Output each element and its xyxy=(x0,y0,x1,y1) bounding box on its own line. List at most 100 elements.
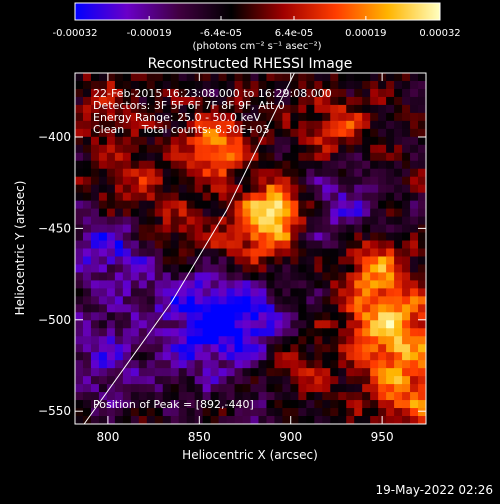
heatmap-cell xyxy=(282,408,291,417)
heatmap-cell xyxy=(218,232,228,242)
heatmap-cell xyxy=(418,320,426,329)
heatmap-cell xyxy=(322,88,331,98)
heatmap-cell xyxy=(202,360,212,369)
heatmap-cell xyxy=(258,408,268,417)
heatmap-cell xyxy=(210,408,220,417)
heatmap-cell xyxy=(346,304,355,313)
heatmap-cell xyxy=(298,272,307,282)
heatmap-cell xyxy=(202,400,212,409)
heatmap-cell xyxy=(218,176,228,186)
heatmap-cell xyxy=(362,200,371,210)
heatmap-cell xyxy=(362,232,371,242)
heatmap-cell xyxy=(306,224,315,234)
heatmap-cell xyxy=(394,104,403,114)
heatmap-cell xyxy=(354,408,363,417)
heatmap-cell xyxy=(170,400,180,409)
heatmap-cell xyxy=(386,408,395,417)
heatmap-cell xyxy=(386,360,395,369)
heatmap-cell xyxy=(202,216,212,226)
heatmap-cell xyxy=(218,368,228,377)
heatmap-cell xyxy=(258,144,268,154)
heatmap-cell xyxy=(146,104,156,114)
heatmap-cell xyxy=(338,416,347,424)
heatmap-cell xyxy=(82,312,92,321)
heatmap-cell xyxy=(122,88,132,98)
heatmap-cell xyxy=(242,232,252,242)
heatmap-cell xyxy=(314,416,323,424)
heatmap-cell xyxy=(146,128,156,138)
y-tick-label: −450 xyxy=(38,221,71,235)
heatmap-cell xyxy=(394,73,403,82)
heatmap-cell xyxy=(266,192,276,202)
heatmap-cell xyxy=(178,136,188,146)
heatmap-cell xyxy=(418,120,426,130)
heatmap-cell xyxy=(362,272,371,282)
heatmap-cell xyxy=(242,80,252,90)
heatmap-cell xyxy=(75,304,84,313)
heatmap-cell xyxy=(122,344,132,353)
heatmap-cell xyxy=(298,344,307,353)
heatmap-cell xyxy=(418,376,426,385)
heatmap-cell xyxy=(194,240,204,250)
heatmap-cell xyxy=(354,152,363,162)
heatmap-cell xyxy=(378,168,387,178)
heatmap-cell xyxy=(82,208,92,218)
heatmap-cell xyxy=(346,416,355,424)
heatmap-cell xyxy=(370,120,379,130)
heatmap-cell xyxy=(130,88,140,98)
heatmap-cell xyxy=(282,312,291,321)
heatmap-cell xyxy=(122,304,132,313)
heatmap-cell xyxy=(402,376,411,385)
heatmap-cell xyxy=(410,296,419,305)
heatmap-cell xyxy=(258,208,268,218)
heatmap-cell xyxy=(386,168,395,178)
heatmap-cell xyxy=(306,408,315,417)
heatmap-cell xyxy=(170,320,180,329)
heatmap-cell xyxy=(306,240,315,250)
heatmap-cell xyxy=(298,88,307,98)
heatmap-cell xyxy=(178,368,188,377)
heatmap-cell xyxy=(250,368,260,377)
heatmap-cell xyxy=(314,120,323,130)
heatmap-cell xyxy=(330,408,339,417)
heatmap-cell xyxy=(290,384,299,393)
heatmap-cell xyxy=(250,360,260,369)
heatmap-cell xyxy=(106,400,116,409)
heatmap-cell xyxy=(130,152,140,162)
heatmap-cell xyxy=(338,240,347,250)
heatmap-cell xyxy=(330,168,339,178)
heatmap-cell xyxy=(146,192,156,202)
heatmap-cell xyxy=(378,112,387,122)
heatmap-cell xyxy=(282,344,291,353)
heatmap-cell xyxy=(146,296,156,305)
heatmap-cell xyxy=(378,272,387,282)
heatmap-cell xyxy=(82,152,92,162)
heatmap-cell xyxy=(202,73,212,82)
heatmap-cell xyxy=(354,136,363,146)
heatmap-cell xyxy=(306,136,315,146)
heatmap-cell xyxy=(282,224,291,234)
heatmap-cell xyxy=(170,240,180,250)
heatmap-cell xyxy=(194,88,204,98)
heatmap-cell xyxy=(162,336,172,345)
heatmap-cell xyxy=(114,232,124,242)
heatmap-cell xyxy=(106,128,116,138)
heatmap-cell xyxy=(306,264,315,274)
y-tick-label: −550 xyxy=(38,404,71,418)
heatmap-cell xyxy=(146,360,156,369)
heatmap-cell xyxy=(146,352,156,361)
heatmap-cell xyxy=(130,224,140,234)
heatmap-cell xyxy=(98,296,108,305)
heatmap-cell xyxy=(394,304,403,313)
heatmap-cell xyxy=(146,136,156,146)
heatmap-cell xyxy=(226,144,236,154)
heatmap-cell xyxy=(218,304,228,313)
heatmap-cell xyxy=(114,192,124,202)
heatmap-cell xyxy=(186,120,196,130)
heatmap-cell xyxy=(178,88,188,98)
heatmap-cell xyxy=(314,168,323,178)
heatmap-cell xyxy=(338,168,347,178)
heatmap-cell xyxy=(98,240,108,250)
heatmap-cell xyxy=(122,128,132,138)
